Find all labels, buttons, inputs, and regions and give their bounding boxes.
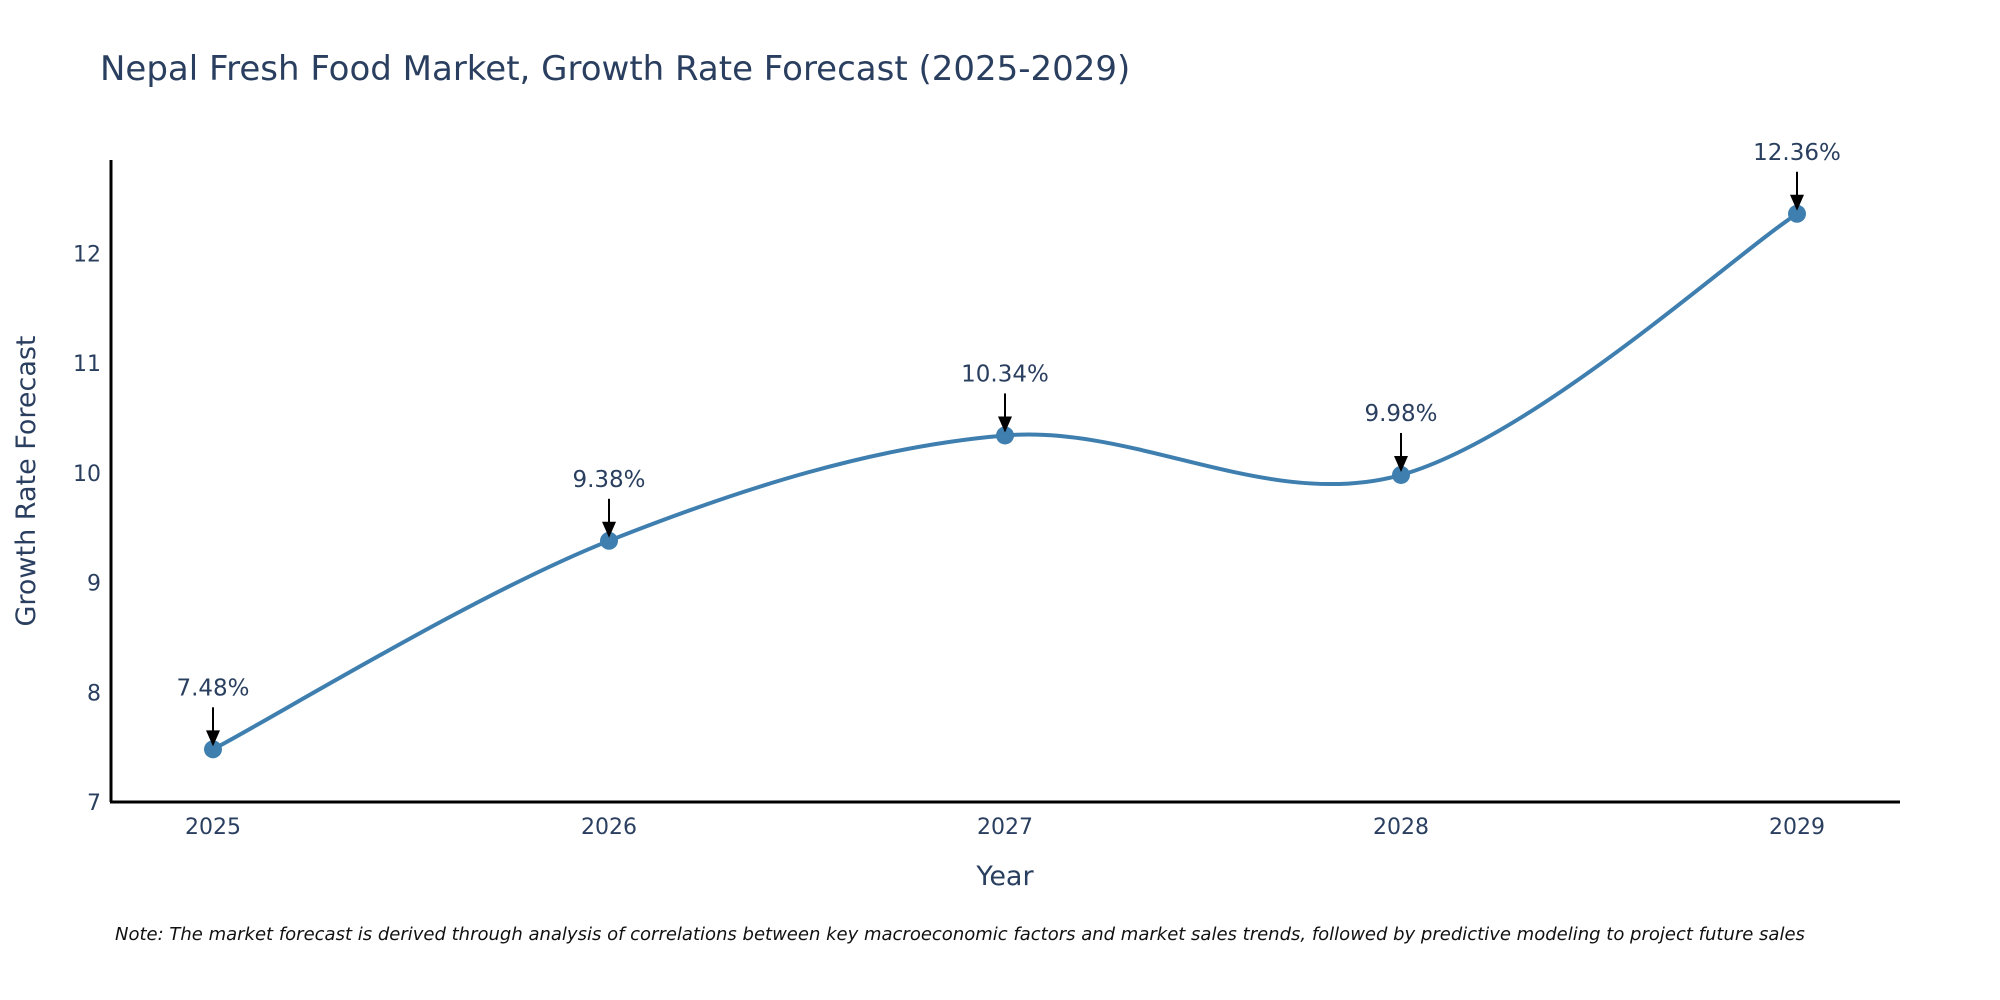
y-axis-title: Growth Rate Forecast <box>11 335 42 626</box>
data-label: 9.38% <box>572 467 645 493</box>
data-point <box>996 426 1014 445</box>
chart-title: Nepal Fresh Food Market, Growth Rate For… <box>100 49 1130 89</box>
data-point <box>204 740 222 759</box>
y-tick-label: 11 <box>73 352 101 377</box>
x-tick-label: 2026 <box>581 815 637 840</box>
annotation-arrow-head <box>1790 194 1804 211</box>
data-label: 10.34% <box>961 361 1049 387</box>
x-tick-label: 2029 <box>1769 815 1825 840</box>
series-line <box>212 212 1799 752</box>
annotation-arrow-head <box>1394 455 1408 472</box>
y-tick-label: 10 <box>73 462 101 487</box>
annotations: 7.48% 9.38% 10.34% 9.98% 12.36% <box>176 140 1841 747</box>
annotation-arrow-head <box>206 730 220 747</box>
data-label: 7.48% <box>176 675 249 701</box>
data-label: 12.36% <box>1753 140 1841 166</box>
markers <box>204 204 1806 759</box>
x-tick-label: 2027 <box>977 815 1033 840</box>
y-tick-label: 9 <box>87 572 101 597</box>
y-tick-label: 7 <box>87 791 101 816</box>
data-point <box>600 531 618 550</box>
x-tick-label: 2028 <box>1373 815 1429 840</box>
y-tick-label: 8 <box>87 681 101 706</box>
x-axis-title: Year <box>975 861 1034 892</box>
data-label: 9.98% <box>1364 401 1437 427</box>
y-tick-labels: 7 8 9 10 11 12 <box>73 242 101 816</box>
data-point <box>1392 465 1410 484</box>
axes <box>109 160 1900 804</box>
annotation-arrow-head <box>998 416 1012 433</box>
y-tick-label: 12 <box>73 242 101 267</box>
x-tick-labels: 2025 2026 2027 2028 2029 <box>185 815 1825 840</box>
x-tick-label: 2025 <box>185 815 241 840</box>
annotation-arrow-head <box>602 521 616 538</box>
data-point <box>1788 204 1806 223</box>
footnote: Note: The market forecast is derived thr… <box>115 924 1805 945</box>
